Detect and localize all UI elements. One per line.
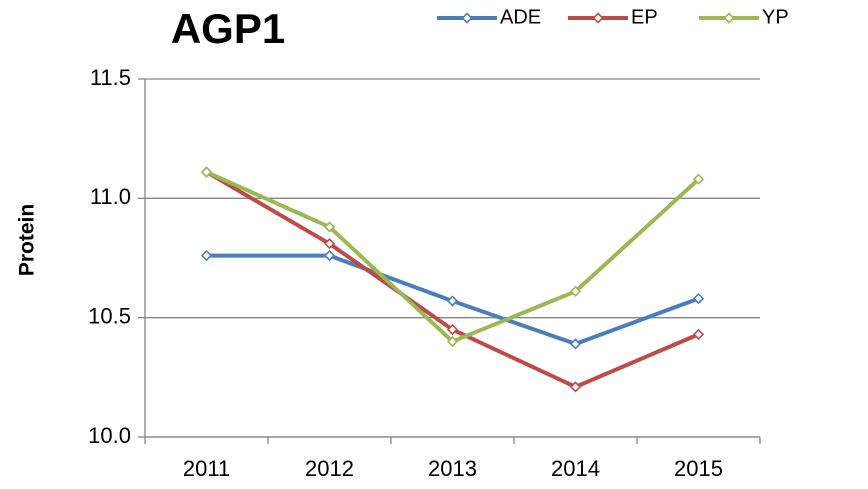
marker bbox=[692, 173, 705, 185]
marker bbox=[446, 295, 459, 307]
marker bbox=[592, 12, 604, 24]
y-tick-label: 10.5 bbox=[88, 303, 131, 328]
y-tick-label: 10.0 bbox=[88, 423, 131, 448]
marker bbox=[569, 338, 582, 350]
x-tick-label: 2015 bbox=[674, 456, 723, 481]
y-tick-label: 11.5 bbox=[90, 65, 131, 90]
x-tick-label: 2012 bbox=[305, 456, 354, 481]
marker bbox=[446, 323, 459, 336]
y-tick-label: 11.0 bbox=[90, 184, 131, 209]
legend-label: ADE bbox=[500, 6, 541, 28]
marker bbox=[446, 335, 459, 348]
marker bbox=[692, 292, 705, 305]
marker bbox=[569, 381, 582, 393]
chart-title: AGP1 bbox=[171, 5, 285, 52]
marker bbox=[569, 285, 582, 298]
marker bbox=[323, 221, 336, 233]
x-tick-label: 2011 bbox=[183, 456, 230, 481]
x-tick-label: 2014 bbox=[551, 456, 600, 481]
marker bbox=[692, 328, 705, 341]
legend-label: YP bbox=[762, 6, 789, 28]
legend-label: EP bbox=[631, 6, 658, 28]
marker bbox=[323, 249, 336, 262]
y-axis-label: Protein bbox=[16, 204, 39, 276]
marker bbox=[723, 12, 735, 24]
x-tick-label: 2013 bbox=[428, 456, 477, 481]
marker bbox=[200, 166, 213, 178]
marker bbox=[461, 12, 473, 24]
marker bbox=[200, 249, 213, 262]
marker bbox=[323, 238, 336, 250]
